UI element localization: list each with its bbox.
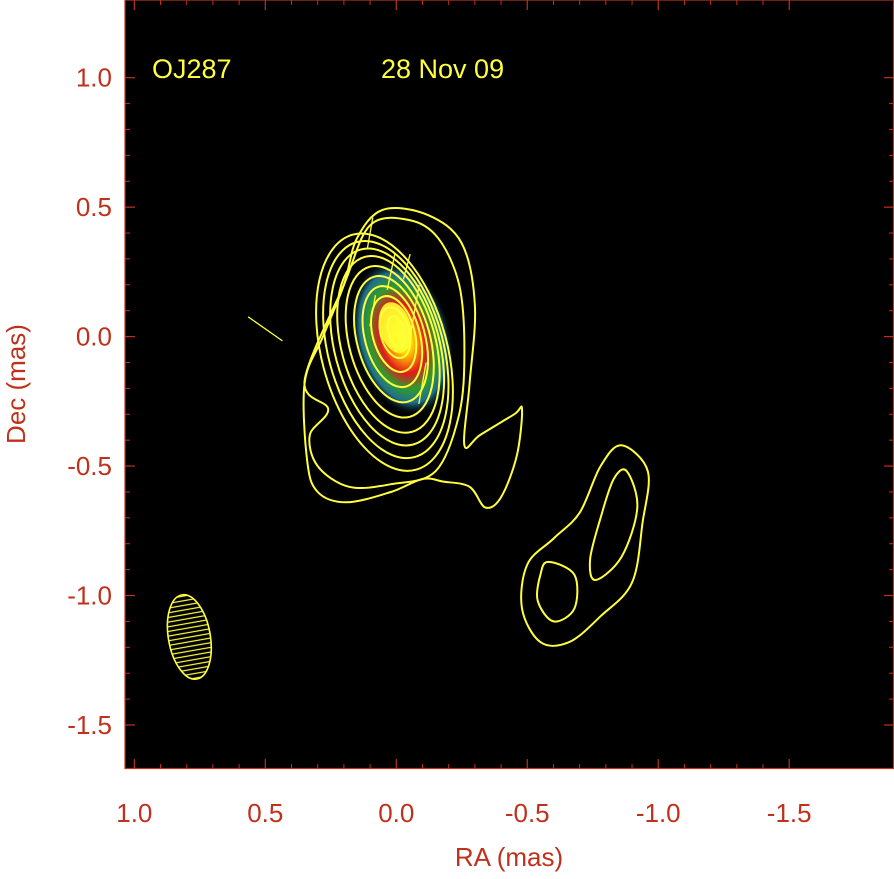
source-name-annotation: OJ287 [152,54,232,84]
y-tick-label-5: -1.5 [67,710,112,740]
contour-core-7 [329,247,446,447]
y-axis-title: Dec (mas) [1,324,31,444]
contour-core-1 [378,306,412,360]
polarization-vectors [247,217,427,404]
x-tick-label-3: -0.5 [505,798,550,828]
core-peak [378,302,412,353]
polarization-vector-3 [409,284,420,337]
plot-background [125,0,894,769]
contour-knot-1 [588,468,639,581]
contour-core-5 [344,265,435,419]
contour-secondary [303,216,466,490]
axis-tick-labels: 1.0 0.5 0.0 -0.5 -1.0 -1.5 1.0 0.5 0.0 -0.5 -1.0 -1… [67,63,811,828]
contour-core-3 [361,285,424,389]
y-tick-label-2: 0.0 [76,322,112,352]
x-tick-label-1: 0.5 [247,798,283,828]
x-tick-label-4: -1.0 [636,798,681,828]
polarization-vector-5 [369,295,377,327]
y-tick-label-4: -1.0 [67,581,112,611]
x-axis-title: RA (mas) [455,842,563,872]
date-annotation: 28 Nov 09 [381,54,504,84]
contour-core-2 [370,295,418,373]
x-tick-label-2: 0.0 [378,798,414,828]
x-tick-label-5: -1.5 [767,798,812,828]
contour-core-9 [315,232,454,472]
contour-knot-2 [535,560,579,623]
y-tick-label-1: 0.5 [76,192,112,222]
plot-area [166,207,650,680]
contour-core-4 [353,275,429,404]
polarization-vector-2 [386,253,396,290]
beam-ellipse [166,593,213,680]
beam-shape [166,593,213,680]
contour-set [302,207,650,647]
y-tick-label-3: -0.5 [67,451,112,481]
contour-core-0 [386,315,406,348]
polarization-vector-0 [247,316,283,342]
contour-knot-0 [520,444,650,647]
axis-ticks [125,0,894,769]
contour-core-8 [322,239,450,460]
polarization-vector-4 [418,362,427,404]
y-tick-label-0: 1.0 [76,63,112,93]
polarization-vector-1 [366,217,374,249]
x-tick-label-0: 1.0 [116,798,152,828]
polarization-vector-6 [402,253,411,280]
contour-core-6 [336,254,441,434]
